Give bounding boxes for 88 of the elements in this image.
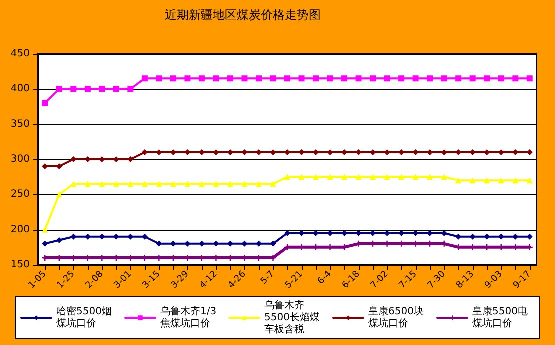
point bbox=[470, 178, 476, 184]
x-tick-label: 6-4 bbox=[316, 269, 334, 287]
point bbox=[441, 76, 448, 82]
point bbox=[170, 76, 176, 82]
point bbox=[113, 86, 120, 92]
point bbox=[342, 174, 348, 180]
point bbox=[298, 76, 305, 82]
point bbox=[313, 76, 320, 82]
legend-label: 皇康5500电煤坑口价 bbox=[472, 306, 528, 330]
point bbox=[313, 174, 320, 180]
point bbox=[56, 86, 62, 92]
point bbox=[128, 86, 134, 92]
point bbox=[342, 76, 348, 82]
point bbox=[327, 76, 334, 82]
point bbox=[456, 178, 462, 184]
point bbox=[142, 181, 148, 188]
point bbox=[441, 174, 448, 180]
point bbox=[42, 226, 48, 233]
y-tick-label: 250 bbox=[10, 189, 30, 200]
point bbox=[427, 76, 434, 82]
point bbox=[184, 181, 191, 188]
y-tick-label: 400 bbox=[10, 84, 30, 95]
point bbox=[427, 174, 434, 180]
point bbox=[198, 181, 205, 188]
point bbox=[298, 174, 305, 180]
point bbox=[498, 178, 504, 184]
point bbox=[156, 181, 162, 188]
point bbox=[70, 86, 77, 92]
point bbox=[156, 76, 162, 82]
point bbox=[384, 76, 390, 82]
legend-label: 乌鲁木齐5500长焰煤车板含税 bbox=[264, 300, 320, 336]
point bbox=[512, 178, 519, 184]
y-tick-label: 150 bbox=[10, 260, 30, 270]
point bbox=[526, 178, 533, 184]
point bbox=[270, 76, 276, 82]
point bbox=[327, 174, 334, 180]
point bbox=[484, 178, 490, 184]
x-tick-label: 5-7 bbox=[259, 269, 277, 287]
point bbox=[284, 174, 290, 180]
point bbox=[284, 230, 290, 236]
point bbox=[56, 237, 62, 244]
point bbox=[526, 76, 533, 82]
chart-title: 近期新疆地区煤炭价格走势图 bbox=[165, 8, 321, 22]
point bbox=[99, 181, 106, 188]
point bbox=[70, 181, 77, 188]
point bbox=[242, 76, 248, 82]
point bbox=[213, 76, 220, 82]
point bbox=[42, 100, 48, 106]
point bbox=[256, 76, 262, 82]
point bbox=[270, 181, 276, 188]
point bbox=[242, 181, 248, 188]
point bbox=[213, 181, 220, 188]
point bbox=[484, 76, 490, 82]
legend-label: 乌鲁木齐1/3焦煤坑口价 bbox=[160, 306, 217, 330]
y-tick-label: 450 bbox=[10, 48, 30, 60]
point bbox=[42, 240, 48, 247]
point bbox=[498, 76, 504, 82]
y-tick-label: 300 bbox=[10, 154, 30, 165]
point bbox=[170, 181, 176, 188]
point bbox=[284, 76, 290, 82]
point bbox=[384, 174, 390, 180]
point bbox=[128, 181, 134, 188]
point bbox=[99, 86, 106, 92]
point bbox=[412, 76, 419, 82]
point bbox=[184, 76, 191, 82]
point bbox=[84, 181, 91, 188]
point bbox=[142, 76, 148, 82]
point bbox=[370, 76, 376, 82]
legend-label: 皇康6500块煤坑口价 bbox=[368, 306, 424, 330]
point bbox=[398, 76, 405, 82]
point bbox=[256, 181, 262, 188]
point bbox=[356, 76, 362, 82]
point bbox=[113, 181, 120, 188]
point bbox=[198, 76, 205, 82]
point bbox=[470, 76, 476, 82]
point bbox=[456, 76, 462, 82]
point bbox=[227, 181, 234, 188]
legend-label: 哈密5500烟煤坑口价 bbox=[56, 306, 112, 330]
point bbox=[227, 76, 234, 82]
point bbox=[84, 86, 91, 92]
point bbox=[370, 174, 376, 180]
point bbox=[512, 76, 519, 82]
point bbox=[356, 174, 362, 180]
point bbox=[398, 174, 405, 180]
y-tick-label: 350 bbox=[10, 118, 30, 130]
y-tick-label: 200 bbox=[10, 224, 30, 236]
point bbox=[412, 174, 419, 180]
point bbox=[56, 192, 62, 198]
